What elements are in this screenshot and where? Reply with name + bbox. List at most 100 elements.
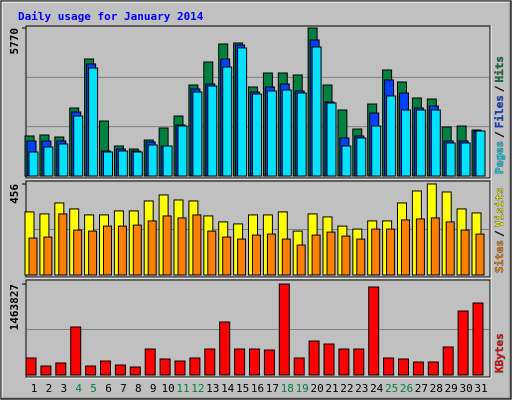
y-tick-label: 1463827 — [8, 284, 21, 330]
x-tick-label: 29 — [445, 382, 458, 395]
bar — [475, 233, 485, 276]
bar — [296, 244, 306, 276]
bar — [219, 321, 231, 376]
bar — [356, 238, 366, 276]
x-tick-label: 21 — [325, 382, 338, 395]
bar — [371, 228, 381, 276]
x-tick-label: 9 — [150, 382, 157, 395]
bar — [252, 93, 262, 177]
bar — [192, 91, 203, 177]
x-tick-label: 14 — [221, 382, 235, 395]
bar — [192, 214, 202, 276]
bar — [237, 47, 248, 177]
bar — [162, 145, 173, 177]
bar — [266, 90, 277, 177]
x-tick-label: 26 — [400, 382, 413, 395]
bevel — [26, 26, 492, 180]
bar — [326, 102, 337, 177]
x-tick-label: 30 — [459, 382, 472, 395]
x-tick-label: 31 — [474, 382, 487, 395]
bar — [103, 151, 113, 177]
legend-label: Files — [493, 95, 506, 128]
legend-separator: / — [493, 85, 506, 92]
bar — [132, 224, 142, 276]
bar — [457, 310, 469, 376]
bar — [442, 346, 454, 376]
bar — [356, 137, 367, 177]
bar — [207, 230, 217, 276]
legend-label: Sites — [493, 240, 506, 273]
bar — [144, 348, 156, 376]
bar — [28, 237, 38, 276]
x-tick-label: 19 — [296, 382, 309, 395]
x-tick-label: 18 — [281, 382, 294, 395]
x-tick-label: 24 — [370, 382, 384, 395]
bar — [88, 230, 98, 276]
bar — [100, 360, 111, 376]
bar — [43, 236, 53, 276]
bar — [73, 115, 84, 177]
x-tick-label: 2 — [46, 382, 53, 395]
bar — [204, 348, 216, 376]
bar — [278, 283, 290, 376]
bar — [162, 215, 172, 276]
legend-label: KBytes — [493, 333, 506, 373]
bar — [430, 217, 440, 276]
bar — [88, 67, 99, 177]
bar — [70, 326, 82, 376]
bar — [132, 151, 143, 177]
bar — [129, 366, 141, 376]
bar — [234, 348, 246, 376]
x-tick-label: 4 — [75, 382, 82, 395]
bar — [147, 144, 158, 177]
bar — [353, 348, 365, 376]
bar — [174, 360, 186, 376]
bar — [445, 142, 456, 177]
bar — [371, 125, 382, 177]
bar — [103, 225, 112, 276]
bar — [73, 229, 83, 276]
x-tick-label: 1 — [31, 382, 38, 395]
bar — [326, 231, 336, 276]
x-tick-label: 6 — [105, 382, 112, 395]
bar — [430, 109, 441, 177]
bar — [368, 286, 380, 376]
x-tick-label: 11 — [176, 382, 189, 395]
bar — [85, 365, 97, 376]
x-tick-label: 3 — [60, 382, 67, 395]
x-tick-label: 22 — [340, 382, 353, 395]
legend-separator: / — [493, 131, 506, 138]
legend-separator: / — [493, 230, 506, 237]
bar — [296, 92, 307, 177]
bar — [266, 233, 276, 276]
bar — [222, 66, 233, 177]
bar — [40, 365, 52, 376]
bar — [445, 221, 455, 276]
bar — [55, 362, 67, 376]
bar — [177, 125, 188, 177]
bar — [475, 130, 486, 177]
bar — [252, 234, 261, 276]
y-tick-label: 5770 — [8, 28, 21, 55]
x-tick-label: 13 — [206, 382, 219, 395]
x-tick-label: 5 — [90, 382, 97, 395]
bar — [412, 361, 424, 376]
bar — [401, 219, 410, 276]
bar — [338, 348, 350, 376]
bevel — [26, 181, 492, 279]
bar — [114, 364, 126, 376]
bar — [311, 234, 321, 276]
bar — [177, 217, 187, 276]
bar — [58, 143, 69, 177]
bar — [117, 225, 127, 276]
bar — [415, 218, 425, 276]
x-tick-label: 8 — [135, 382, 142, 395]
bar — [460, 229, 470, 276]
bar — [28, 151, 39, 177]
bar — [323, 343, 335, 376]
legend-label: Pages — [493, 141, 506, 174]
bar — [281, 238, 291, 276]
bar — [398, 358, 409, 376]
